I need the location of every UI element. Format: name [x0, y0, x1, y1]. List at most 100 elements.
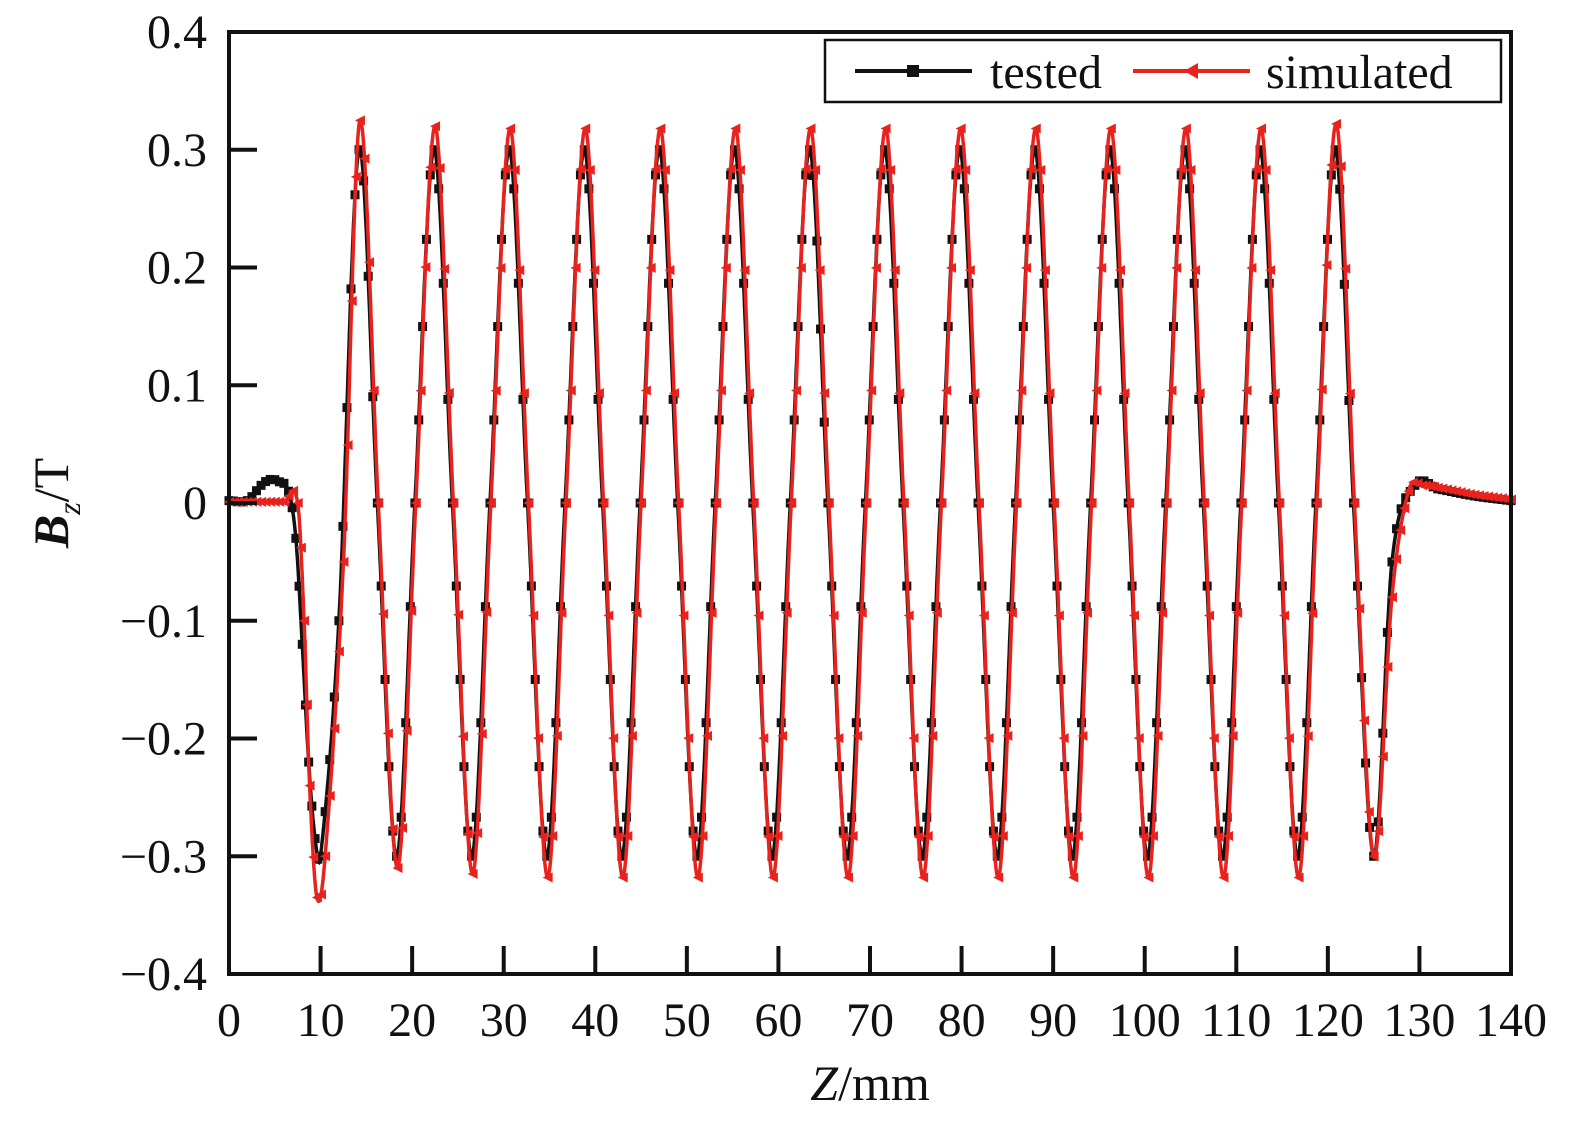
point-simulated — [476, 728, 487, 739]
point-simulated — [392, 863, 403, 874]
point-tested — [274, 477, 284, 487]
point-simulated — [565, 385, 576, 396]
point-simulated — [983, 733, 994, 744]
point-simulated — [481, 607, 492, 618]
point-simulated — [781, 607, 792, 618]
point-simulated — [1021, 262, 1032, 273]
point-simulated — [1246, 262, 1257, 273]
point-simulated — [631, 607, 642, 618]
point-simulated — [669, 388, 680, 399]
point-simulated — [1138, 831, 1149, 842]
x-tick-label: 40 — [571, 994, 619, 1047]
point-tested — [359, 176, 369, 186]
point-simulated — [1382, 661, 1393, 672]
point-simulated — [346, 296, 357, 307]
point-simulated — [885, 164, 896, 175]
point-tested — [959, 184, 969, 194]
point-simulated — [734, 164, 745, 175]
point-simulated — [913, 831, 924, 842]
point-simulated — [1035, 164, 1046, 175]
point-simulated — [1483, 491, 1494, 502]
point-tested — [434, 184, 444, 194]
point-tested — [1072, 812, 1082, 822]
point-tested — [805, 145, 815, 155]
point-simulated — [295, 542, 306, 553]
point-simulated — [1349, 498, 1360, 508]
point-simulated — [308, 852, 319, 863]
point-tested — [1218, 851, 1228, 861]
point-simulated — [908, 733, 919, 744]
point-tested — [1297, 812, 1307, 822]
point-simulated — [1171, 262, 1182, 273]
point-simulated — [725, 164, 736, 175]
point-simulated — [838, 831, 849, 842]
point-tested — [320, 807, 330, 817]
point-simulated — [1002, 730, 1013, 741]
point-tested — [997, 812, 1007, 822]
point-simulated — [1185, 164, 1196, 175]
point-simulated — [1288, 831, 1299, 842]
y-axis-label-var: B — [23, 515, 79, 549]
point-simulated — [856, 607, 867, 618]
point-simulated — [1086, 498, 1097, 508]
point-simulated — [1256, 123, 1267, 134]
y-tick-label: 0.3 — [147, 124, 207, 177]
point-simulated — [1354, 603, 1365, 614]
point-simulated — [1455, 487, 1466, 498]
point-simulated — [354, 115, 365, 126]
point-tested — [247, 492, 257, 502]
point-simulated — [1213, 831, 1224, 842]
point-simulated — [320, 851, 331, 862]
x-tick-label: 90 — [1029, 994, 1077, 1047]
point-tested — [579, 145, 589, 155]
point-simulated — [462, 828, 473, 839]
point-simulated — [580, 123, 591, 134]
point-tested — [1293, 851, 1303, 861]
point-simulated — [495, 263, 506, 274]
point-simulated — [382, 728, 393, 739]
point-tested — [767, 851, 777, 861]
point-simulated — [1049, 498, 1060, 508]
point-simulated — [575, 164, 586, 175]
point-simulated — [560, 498, 571, 508]
point-tested — [354, 145, 364, 155]
point-tested — [922, 812, 932, 822]
point-simulated — [993, 872, 1004, 883]
point-simulated — [1016, 385, 1027, 396]
point-simulated — [401, 725, 412, 736]
point-simulated — [1441, 484, 1452, 495]
point-simulated — [1331, 118, 1342, 129]
y-axis-label-unit: /T — [23, 458, 79, 502]
point-simulated — [523, 498, 534, 508]
point-simulated — [927, 730, 938, 741]
point-simulated — [1473, 490, 1484, 501]
point-simulated — [1298, 831, 1309, 842]
point-simulated — [626, 730, 637, 741]
point-simulated — [720, 262, 731, 273]
point-simulated — [697, 831, 708, 842]
point-simulated — [551, 730, 562, 741]
point-tested — [697, 812, 707, 822]
point-simulated — [368, 385, 379, 396]
point-simulated — [622, 831, 633, 842]
point-simulated — [800, 164, 811, 175]
y-tick-label: −0.2 — [120, 713, 207, 766]
point-simulated — [655, 123, 666, 134]
point-simulated — [612, 831, 623, 842]
point-simulated — [1194, 388, 1205, 399]
point-simulated — [852, 730, 863, 741]
point-simulated — [304, 780, 315, 791]
point-simulated — [448, 498, 459, 508]
point-tested — [1335, 184, 1345, 194]
point-simulated — [406, 605, 417, 616]
point-simulated — [1501, 493, 1512, 504]
point-simulated — [603, 610, 614, 621]
point-simulated — [960, 164, 971, 175]
point-simulated — [1124, 498, 1135, 508]
point-tested — [1330, 145, 1340, 155]
point-tested — [471, 812, 481, 822]
point-tested — [659, 184, 669, 194]
point-simulated — [739, 265, 750, 276]
point-simulated — [819, 388, 830, 399]
point-simulated — [1218, 872, 1229, 883]
